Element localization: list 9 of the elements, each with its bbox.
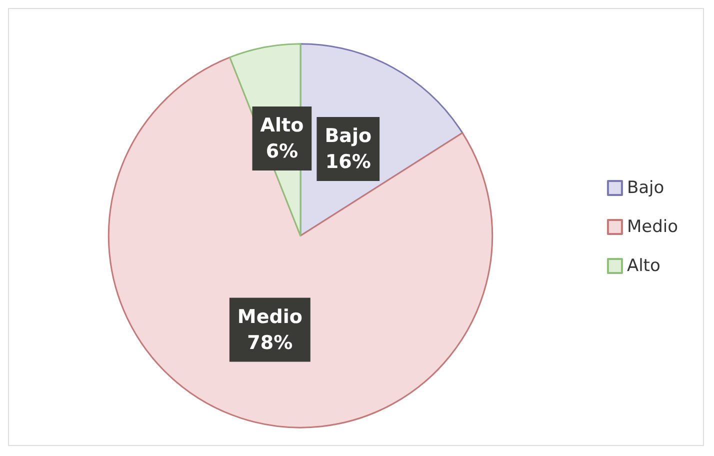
slice-label: Alto <box>260 114 304 137</box>
legend-label: Bajo <box>626 178 664 198</box>
data-label: 6% <box>266 140 298 163</box>
data-label: 16% <box>325 151 371 174</box>
slice-label: Medio <box>237 306 302 328</box>
legend-label: Medio <box>626 217 678 237</box>
slice-label: Bajo <box>324 125 372 148</box>
data-label: 78% <box>247 332 293 354</box>
legend-label: Alto <box>626 256 660 276</box>
